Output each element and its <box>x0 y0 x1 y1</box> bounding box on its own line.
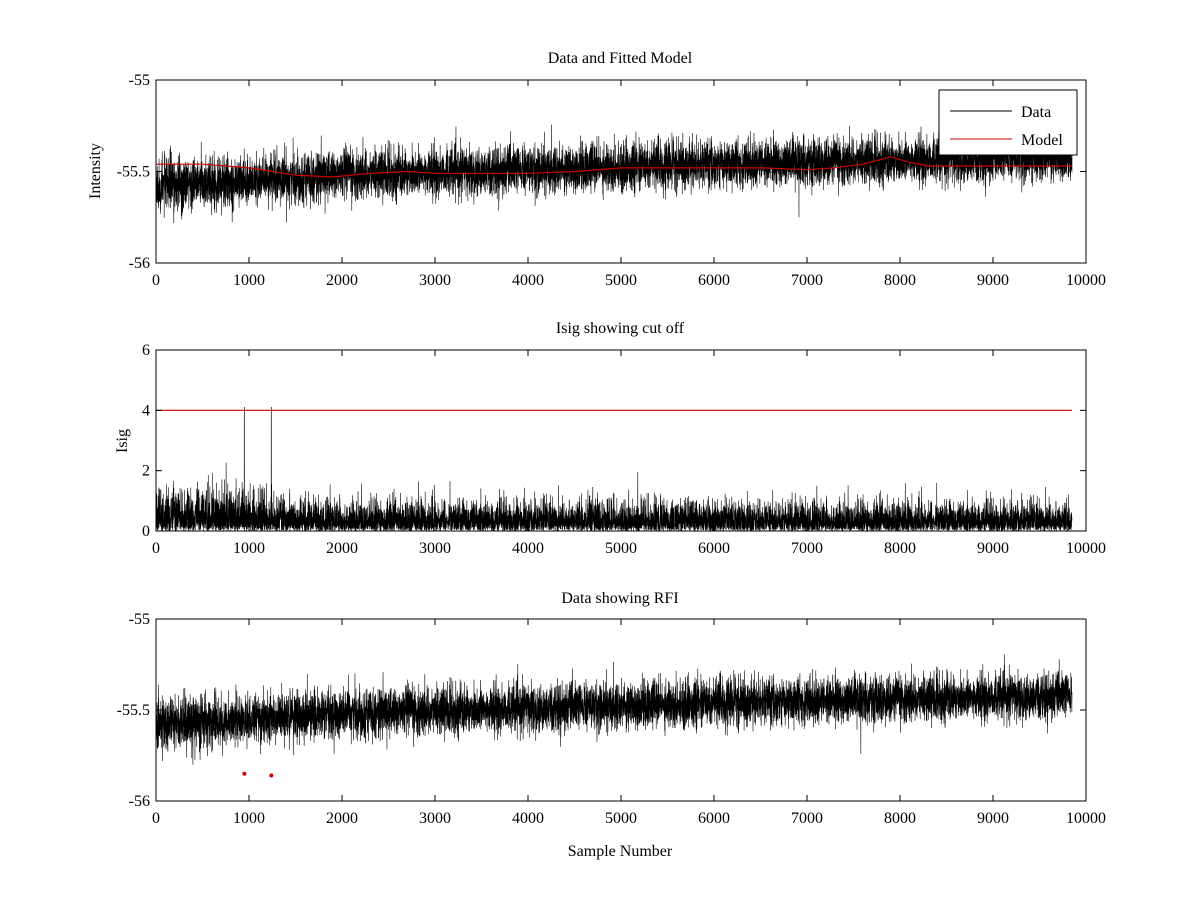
y-tick-label: 2 <box>142 463 150 480</box>
x-tick-label: 6000 <box>698 272 730 289</box>
series-line-0 <box>155 407 1073 532</box>
x-tick-label: 8000 <box>884 810 916 827</box>
x-tick-label: 9000 <box>977 272 1009 289</box>
x-tick-label: 9000 <box>977 540 1009 557</box>
y-tick-label: -55 <box>129 72 150 89</box>
rfi-marker-1 <box>269 773 274 778</box>
y-tick-label: -55.5 <box>117 702 150 719</box>
ticks-layer: 0 1000 2000 3000 4000 5000 6000 7000 8000 9000 100… <box>142 342 1106 557</box>
x-tick-label: 3000 <box>419 810 451 827</box>
y-tick-label: -55 <box>129 611 150 628</box>
x-tick-label: 6000 <box>698 540 730 557</box>
y-axis-label: Intensity <box>87 143 104 199</box>
x-tick-label: 4000 <box>512 272 544 289</box>
panel-data-and-fitted-model: Data and Fitted Model Intensity 0 1000 200… <box>87 50 1106 289</box>
x-tick-label: 5000 <box>605 540 637 557</box>
series-line-1 <box>156 156 1073 178</box>
x-tick-label: 0 <box>152 810 160 827</box>
x-tick-label: 2000 <box>326 540 358 557</box>
panel-title: Data showing RFI <box>561 590 678 607</box>
series-line-0 <box>155 654 1073 765</box>
rfi-marker-0 <box>242 771 247 776</box>
x-tick-label: 1000 <box>233 272 265 289</box>
y-tick-label: -56 <box>129 793 150 810</box>
x-tick-label: 5000 <box>605 272 637 289</box>
x-tick-label: 9000 <box>977 810 1009 827</box>
x-tick-label: 4000 <box>512 810 544 827</box>
x-tick-label: 0 <box>152 272 160 289</box>
x-tick-label: 8000 <box>884 272 916 289</box>
plot-layer <box>155 654 1073 778</box>
x-tick-label: 3000 <box>419 540 451 557</box>
y-axis-label: Isig <box>114 429 131 453</box>
plot-layer <box>155 407 1073 532</box>
plot-layer <box>155 115 1073 223</box>
x-tick-label: 8000 <box>884 540 916 557</box>
x-tick-label: 7000 <box>791 810 823 827</box>
ticks-layer: 0 1000 2000 3000 4000 5000 6000 7000 8000 9000 100… <box>117 611 1106 827</box>
panel-title: Isig showing cut off <box>556 320 685 337</box>
x-tick-label: 3000 <box>419 272 451 289</box>
x-tick-label: 5000 <box>605 810 637 827</box>
panel-title: Data and Fitted Model <box>548 50 693 67</box>
x-tick-label: 7000 <box>791 272 823 289</box>
x-tick-label: 1000 <box>233 810 265 827</box>
legend-label-model: Model <box>1021 132 1063 149</box>
panel-isig-showing-cut-off: Isig showing cut off Isig 0 1000 2000 3000 4… <box>114 320 1106 557</box>
x-tick-label: 1000 <box>233 540 265 557</box>
legend-box <box>938 89 1078 156</box>
x-tick-label: 10000 <box>1066 540 1106 557</box>
y-tick-label: 0 <box>142 523 150 540</box>
y-tick-label: -55.5 <box>117 164 150 181</box>
y-tick-label: 4 <box>142 402 150 419</box>
x-tick-label: 7000 <box>791 540 823 557</box>
y-tick-label: -56 <box>129 255 150 272</box>
ticks-layer: 0 1000 2000 3000 4000 5000 6000 7000 8000 9000 100… <box>117 72 1106 289</box>
x-tick-label: 10000 <box>1066 272 1106 289</box>
y-tick-label: 6 <box>142 342 150 359</box>
series-line-0 <box>155 115 1073 223</box>
x-tick-label: 2000 <box>326 272 358 289</box>
x-tick-label: 6000 <box>698 810 730 827</box>
x-tick-label: 0 <box>152 540 160 557</box>
x-tick-label: 10000 <box>1066 810 1106 827</box>
legend-label-data: Data <box>1021 104 1051 121</box>
x-tick-label: 4000 <box>512 540 544 557</box>
x-tick-label: 2000 <box>326 810 358 827</box>
x-axis-label: Sample Number <box>568 843 673 860</box>
panel-data-showing-rfi: Data showing RFI Sample Number 0 1000 2000… <box>117 590 1106 860</box>
legend: Data Model <box>938 89 1078 156</box>
